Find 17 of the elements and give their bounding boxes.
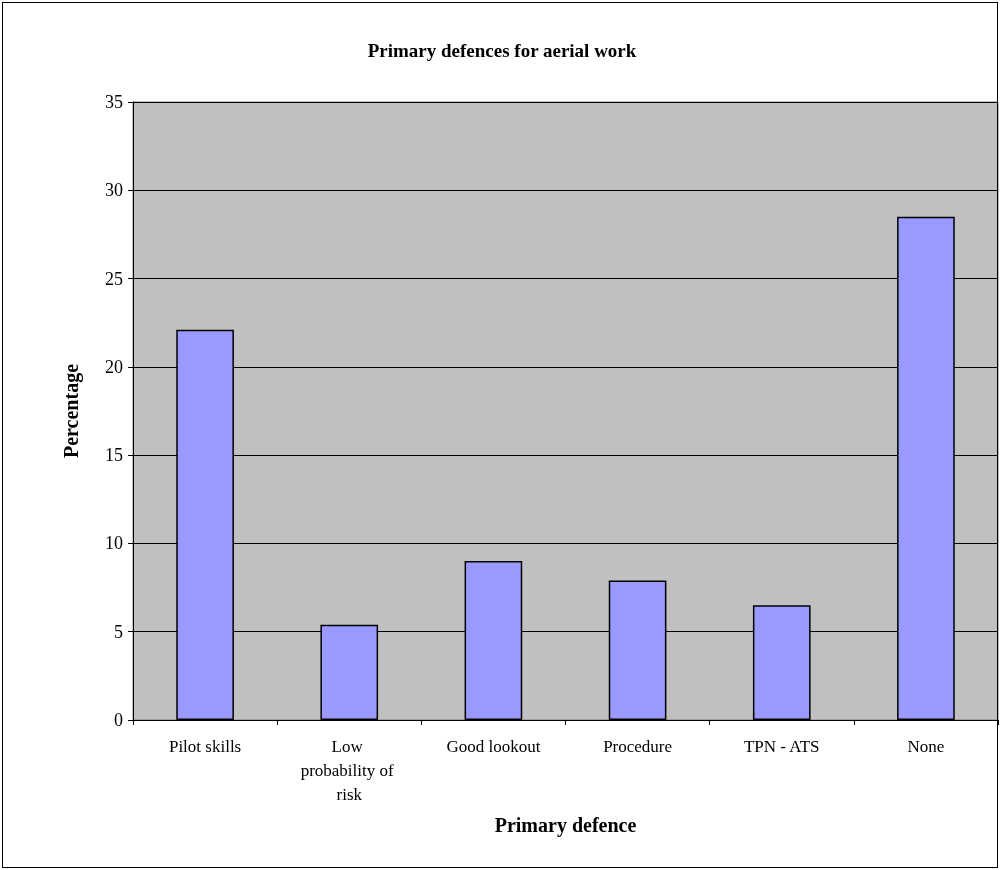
x-tick-label: None: [907, 736, 945, 756]
y-tick-label: 5: [114, 621, 123, 642]
y-axis-title: Percentage: [60, 363, 83, 459]
x-tick-label: TPN - ATS: [743, 736, 820, 756]
y-tick-label: 25: [105, 268, 123, 289]
y-tick-label: 10: [105, 533, 123, 554]
y-tick-label: 30: [105, 180, 123, 201]
x-tick-label: Pilot skills: [168, 736, 242, 756]
y-tick-label: 35: [105, 92, 123, 112]
x-tick-label: Procedure: [603, 736, 673, 756]
x-tick-label: Good lookout: [446, 736, 541, 756]
x-tick-label: Low probability of risk: [300, 736, 398, 804]
y-tick-label: 20: [105, 356, 123, 377]
y-tick-label: 15: [105, 445, 123, 466]
y-tick-label: 0: [114, 710, 123, 730]
chart-title: Primary defences for aerial work: [367, 40, 637, 61]
x-axis-title: Primary defence: [494, 814, 637, 837]
